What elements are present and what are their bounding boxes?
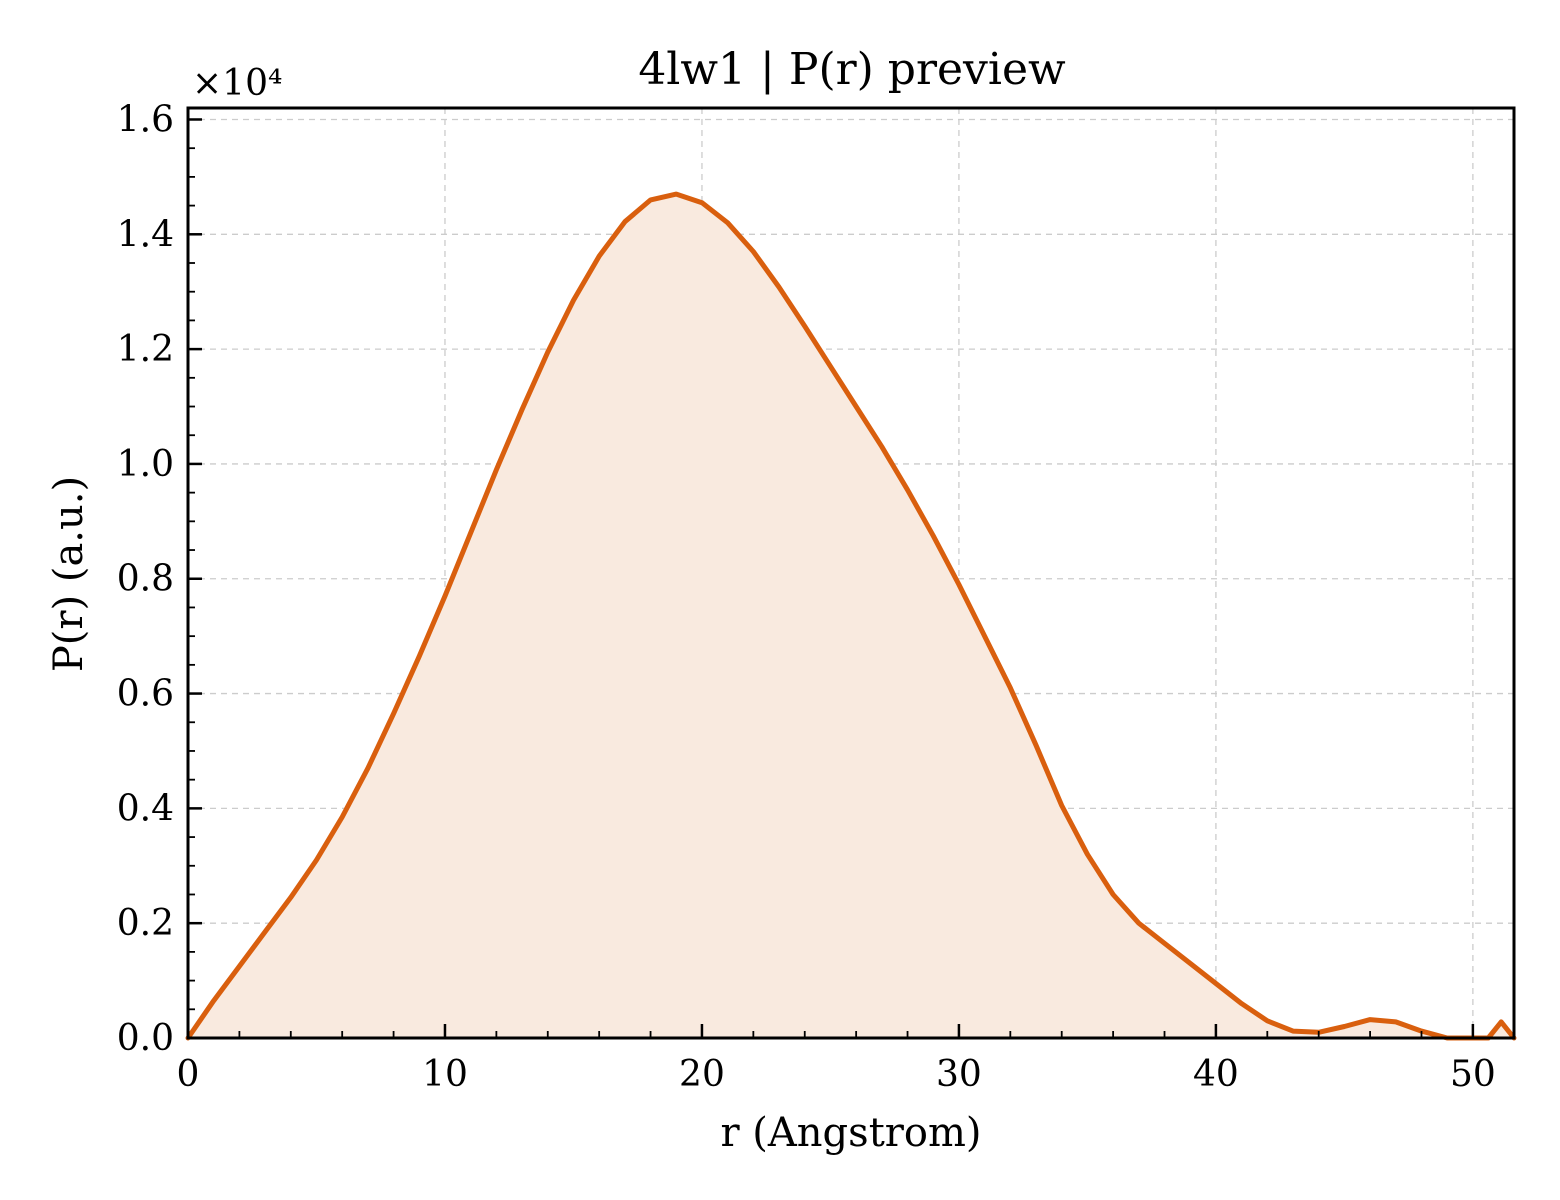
series-line [185, 191, 1517, 1041]
chart-title: 4lw1 | P(r) preview [638, 44, 1066, 95]
x-tick-label: 20 [679, 1054, 725, 1095]
x-axis-title: r (Angstrom) [720, 1110, 981, 1156]
y-tick-label: 0.2 [117, 903, 174, 944]
y-tick-label: 0.4 [117, 788, 174, 829]
x-tick-label: 50 [1450, 1054, 1496, 1095]
y-axis-multiplier: ×10⁴ [192, 63, 282, 104]
y-tick-label: 1.6 [117, 99, 174, 140]
y-tick-label: 1.2 [117, 329, 174, 370]
y-tick-label: 0.6 [117, 674, 174, 715]
pr-area-fill [188, 194, 1514, 1039]
pr-curve [185, 191, 1517, 1041]
x-tick-label: 40 [1193, 1054, 1239, 1095]
x-tick-label: 10 [422, 1054, 468, 1095]
x-tick-label: 30 [936, 1054, 982, 1095]
axis-ticks: 0 10 20 30 40 50 0.0 0.2 0.4 0.6 0.8 1.0 1.2 1.4 1.6 [117, 99, 1496, 1095]
y-tick-label: 1.4 [117, 214, 174, 255]
y-tick-label: 0.8 [117, 559, 174, 600]
y-tick-label: 0.0 [117, 1018, 174, 1059]
y-tick-label: 1.0 [117, 444, 174, 485]
series-area [188, 194, 1514, 1039]
plot-frame [186, 106, 1516, 1040]
x-tick-label: 0 [177, 1054, 200, 1095]
y-axis-title: P(r) (a.u.) [46, 476, 92, 672]
